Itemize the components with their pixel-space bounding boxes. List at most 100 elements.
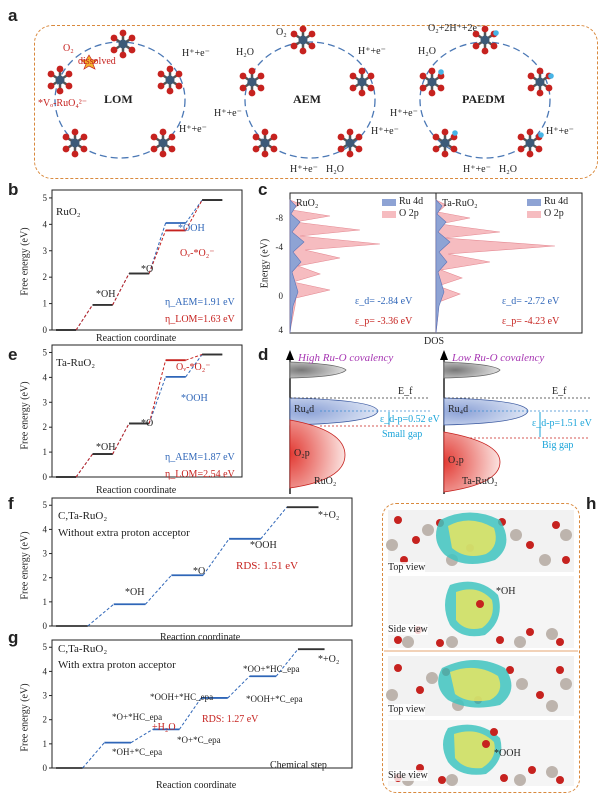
g-link-path-0 <box>82 742 105 769</box>
d-left-ru4d: Ru₄d <box>294 404 315 415</box>
panel-letter-g: g <box>8 628 19 647</box>
b-tick-label: 5 <box>43 193 48 203</box>
g-rds: RDS: 1.27 eV <box>202 714 259 725</box>
f-oh: *OH <box>125 587 145 598</box>
panel-a-frame <box>34 25 598 179</box>
d-right-o2p: O₂p <box>448 455 464 466</box>
aem-o2: O₂ <box>276 27 287 38</box>
g-xlabel: Reaction coordinate <box>156 780 237 791</box>
e-ooh: *OOH <box>181 393 208 404</box>
g-chem: Chemical step <box>270 760 327 771</box>
f-tick-label: 3 <box>43 549 48 559</box>
g-frame <box>51 639 353 769</box>
aem-hplus-right: H⁺+e⁻ <box>371 126 399 137</box>
d-high: High Ru-O covalency <box>298 352 394 364</box>
d-right-ef: E_f <box>552 386 567 397</box>
e-eta-aem: η_AEM=1.87 eV <box>165 452 235 463</box>
c-right-title: Ta-RuO₂ <box>442 198 478 209</box>
f-link-path-2 <box>202 538 230 576</box>
f-ooh: *OOH <box>250 540 277 551</box>
g-tick-label: 2 <box>43 715 48 725</box>
d-left-gap: ε_d-p=0.52 eV <box>380 414 440 425</box>
d-right-mat: Ta-RuO₂ <box>462 476 498 487</box>
panel-letter-b: b <box>8 180 19 199</box>
lom-hplus-top: H⁺+e⁻ <box>182 48 210 59</box>
c-right-legend-o: O 2p <box>544 208 564 219</box>
svg-text:4: 4 <box>279 325 284 335</box>
b-link-LOM-2 <box>148 230 167 274</box>
svg-text:-8: -8 <box>276 213 284 223</box>
h-ooh: *OOH <box>494 748 521 759</box>
panel-h-frame <box>382 503 580 793</box>
f-frame <box>51 497 353 627</box>
c-left-ed: ε_d= -2.84 eV <box>355 296 413 307</box>
g-tick-label: 3 <box>43 691 48 701</box>
f-tick-label: 0 <box>43 621 48 631</box>
paedm-hplus-right: H⁺+e⁻ <box>546 126 574 137</box>
f-rds: RDS: 1.51 eV <box>236 560 299 572</box>
aem-hplus-top: H⁺+e⁻ <box>358 46 386 57</box>
panel-letter-c: c <box>258 180 268 199</box>
e-vo-o2: Oᵥ-*O₂⁻ <box>176 362 211 373</box>
f-label: C,Ta-RuO₂ <box>58 510 108 522</box>
g-link-path-3 <box>227 675 250 699</box>
g-sub: With extra proton acceptor <box>58 659 176 671</box>
h-top-view-2: Top view <box>388 704 426 715</box>
f-tick-label: 1 <box>43 597 48 607</box>
b-tick-label: 0 <box>43 325 48 335</box>
panel-letter-d: d <box>258 345 269 364</box>
h-side-view-1: Side view <box>388 624 428 635</box>
lom-vo-ruo4: *Vₒ-RuO₄²⁻ <box>38 98 88 109</box>
g-tick-label: 0 <box>43 763 48 773</box>
g-s2a: *OOH+*HC_epa <box>150 692 214 702</box>
aem-hplus-bottom: H⁺+e⁻ <box>290 164 318 175</box>
c-left-ep: ε_p= -3.36 eV <box>355 316 413 327</box>
d-big-gap: Big gap <box>542 440 574 451</box>
paedm-o2-2h: O₂+2H⁺+2e⁻ <box>428 23 483 34</box>
e-xlabel: Reaction coordinate <box>96 485 177 496</box>
panel-letter-h: h <box>586 494 597 513</box>
f-link-path-3 <box>260 506 288 540</box>
c-left-title: RuO₂ <box>296 198 319 209</box>
f-sub: Without extra proton acceptor <box>58 527 190 539</box>
d-left-ef: E_f <box>398 386 413 397</box>
e-oh: *OH <box>96 442 116 453</box>
e-label: Ta-RuO₂ <box>56 357 96 369</box>
svg-text:-4: -4 <box>276 242 284 252</box>
aem-h2o-bottom: H₂O <box>326 164 344 175</box>
b-ooh: *OOH <box>178 223 205 234</box>
e-link-AEM-2 <box>148 376 167 424</box>
panel-letter-e: e <box>8 345 18 364</box>
b-oh: *OH <box>96 289 116 300</box>
b-xlabel: Reaction coordinate <box>96 333 177 344</box>
g-label: C,Ta-RuO₂ <box>58 643 108 655</box>
g-h2o: +H₂O <box>152 722 176 733</box>
paedm-h2o-bottom: H₂O <box>499 164 517 175</box>
aem-hplus-left: H⁺+e⁻ <box>214 108 242 119</box>
e-o: *O <box>141 418 154 429</box>
g-s1a: *O+*HC_epa <box>112 712 163 722</box>
e-tick-label: 1 <box>43 447 48 457</box>
b-link-LOM-0 <box>75 304 93 331</box>
e-tick-label: 5 <box>43 347 48 357</box>
b-eta-lom: η_LOM=1.63 eV <box>165 314 235 325</box>
b-tick-label: 2 <box>43 272 48 282</box>
d-right-gap: ε_d-p=1.51 eV <box>532 418 592 429</box>
h-oh: *OH <box>496 586 516 597</box>
b-label: RuO₂ <box>56 206 81 218</box>
svg-text:0: 0 <box>279 291 284 301</box>
g-tick-label: 4 <box>43 666 48 676</box>
d-low: Low Ru-O covalency <box>452 352 545 364</box>
e-link-LOM-3 <box>185 353 203 361</box>
b-tick-label: 1 <box>43 299 48 309</box>
b-link-AEM-2 <box>148 222 167 274</box>
aem-label: AEM <box>293 92 321 106</box>
c-left-legend-o: O 2p <box>399 208 419 219</box>
e-tick-label: 3 <box>43 397 48 407</box>
g-tick-label: 1 <box>43 739 48 749</box>
e-tick-label: 4 <box>43 372 48 382</box>
lom-o2: O₂ <box>63 43 74 54</box>
e-link-LOM-2 <box>148 360 167 424</box>
g-tick-label: 5 <box>43 642 48 652</box>
panel-letter-a: a <box>8 6 18 25</box>
